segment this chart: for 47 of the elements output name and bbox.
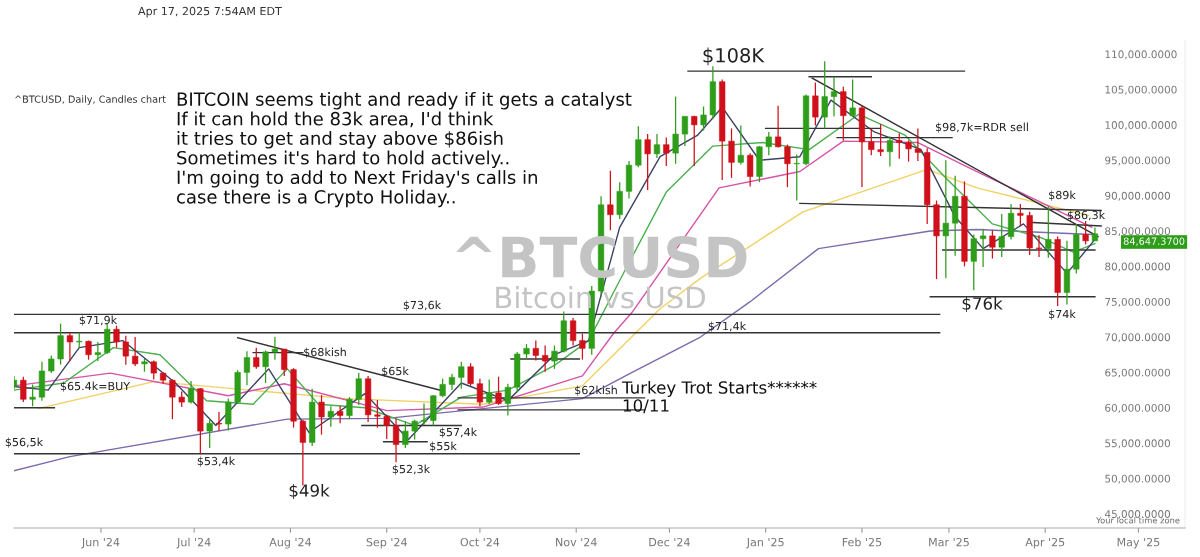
y-tick-label: 100,000.0000 (1105, 121, 1177, 131)
annotation: $73,6k (403, 300, 442, 311)
x-tick-label: Jun '24 (81, 537, 120, 549)
y-tick-label: 60,000.0000 (1105, 403, 1171, 413)
y-tick-label: 90,000.0000 (1105, 191, 1171, 201)
annotation: ^BTCUSD, Daily, Candles chart (15, 95, 166, 105)
annotation: $53,4k (197, 456, 236, 467)
annotation: BITCOIN seems tight and ready if it gets a catalyst If it can hold the 83k area, I'd think it tries to get and stay above $86ish Sometimes it's hard to hold actively.. I'm going to add to Next Friday's calls in case there is a Crypto Holiday.. (177, 92, 632, 208)
text: Apr 17, 2025 7:54AM EDT (138, 6, 282, 18)
annotation: $57,4k (439, 427, 478, 438)
annotation: $108K (703, 47, 765, 66)
y-tick-label: 45,000.0000 (1104, 510, 1171, 520)
x-tick-label: Nov '24 (556, 537, 597, 547)
x-tick-label: Oct '24 (460, 537, 500, 547)
y-tick-label: 70,000.0000 (1105, 333, 1171, 343)
x-tick-label: Apr '25 (1025, 537, 1065, 549)
annotation: $76k (962, 296, 1003, 313)
y-tick-label: 75,000.0000 (1105, 297, 1171, 307)
x-tick-label: Jan '25 (746, 537, 784, 549)
annotation: $89k (1049, 190, 1076, 201)
y-tick-label: 80,000.0000 (1105, 262, 1171, 272)
annotation: $74k (1049, 309, 1076, 320)
annotation: $56,5k (5, 437, 44, 448)
annotation: $52,3k (392, 464, 431, 475)
annotation: Turkey Trot Starts****** 10/11 (621, 380, 817, 414)
annotation: $55k (430, 441, 457, 452)
x-tick-label: Feb '25 (842, 537, 882, 547)
x-tick-label: Dec '24 (649, 537, 690, 547)
annotation: $65k (382, 366, 409, 377)
annotation: $98,7k=RDR sell (935, 122, 1028, 133)
y-tick-label: 65,000.0000 (1105, 368, 1171, 378)
x-tick-label: Mar '25 (929, 537, 969, 547)
annotation: $71,9k (79, 315, 118, 326)
y-tick-label: 50,000.0000 (1105, 474, 1171, 484)
x-tick-label: May '25 (1117, 537, 1160, 549)
x-tick-label: Jul '24 (176, 537, 211, 549)
annotation: $68kish (304, 347, 346, 358)
x-tick-label: Aug '24 (269, 537, 312, 549)
x-tick-label: Sep '24 (366, 537, 407, 549)
annotation: $65.4k=BUY (60, 381, 131, 392)
y-tick-label: 55,000.0000 (1105, 439, 1171, 449)
y-tick-label: 105,000.0000 (1105, 85, 1177, 95)
y-tick-label: 95,000.0000 (1105, 156, 1171, 166)
annotation: $49k (289, 483, 330, 500)
y-tick-label: 85,000.0000 (1105, 227, 1171, 237)
annotation: 84,647.3700 (1123, 237, 1185, 246)
y-tick-label: 110,000.0000 (1105, 50, 1177, 60)
